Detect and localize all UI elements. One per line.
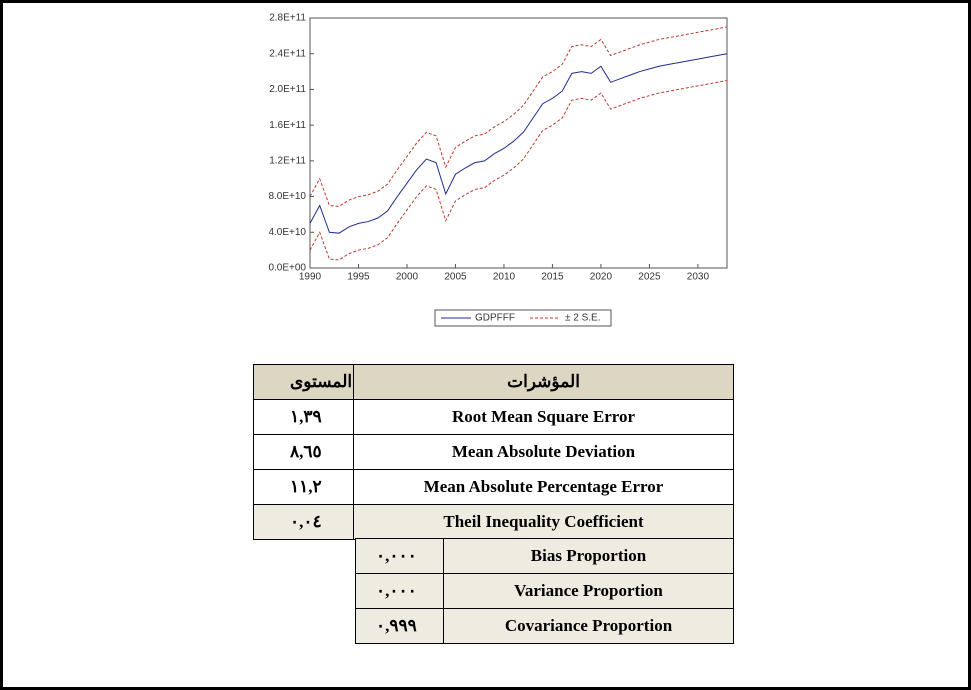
lower-band [309, 80, 728, 261]
x-tick-label: 2030 [687, 272, 710, 283]
y-tick-label: 1.2E+11 [269, 155, 306, 166]
row: ٨,٦٥ Mean Absolute Deviation [253, 434, 734, 470]
header-cell: المستوى [253, 364, 354, 400]
x-tick-label: 2000 [396, 272, 419, 283]
row: ١,٣٩ Root Mean Square Error [253, 399, 734, 435]
label-cell: Bias Proportion [443, 538, 734, 574]
upper-band [309, 26, 728, 207]
y-tick-label: 8.0E+10 [268, 191, 306, 202]
y-tick-label: 2.4E+11 [269, 48, 306, 59]
value-cell: ٠,٠٠٠ [355, 573, 444, 609]
y-tick-label: 2.0E+11 [269, 84, 306, 95]
value-cell: ١,٣٩ [253, 399, 354, 435]
y-tick-label: 1.6E+11 [269, 120, 306, 131]
metrics-table: المستوى المؤشرات ١,٣٩ Root Mean Square Er… [253, 364, 734, 540]
label-cell: Theil Inequality Coefficient [353, 504, 734, 540]
label-cell: Variance Proportion [443, 573, 734, 609]
legend-label: ± 2 S.E. [565, 313, 601, 324]
plot-frame [309, 17, 728, 269]
value-cell: ٨,٦٥ [253, 434, 354, 470]
y-tick-label: 2.8E+11 [269, 13, 306, 24]
row: ٠,٠٠٠ Variance Proportion [355, 573, 734, 609]
header-cell: المؤشرات [353, 364, 734, 400]
value-cell: ٠,٩٩٩ [355, 608, 444, 644]
value-cell: ١١,٢ [253, 469, 354, 505]
x-tick-label: 2005 [444, 272, 467, 283]
label-cell: Root Mean Square Error [353, 399, 734, 435]
label-cell: Mean Absolute Percentage Error [353, 469, 734, 505]
row: ١١,٢ Mean Absolute Percentage Error [253, 469, 734, 505]
header-row: المستوى المؤشرات [253, 364, 734, 400]
sub-table: ٠,٠٠٠ Bias Proportion ٠,٠٠٠ Variance Propo… [355, 538, 734, 644]
label-cell: Mean Absolute Deviation [353, 434, 734, 470]
value-cell: ٠,٠٠٠ [355, 538, 444, 574]
label-cell: Covariance Proportion [443, 608, 734, 644]
x-tick-label: 2020 [590, 272, 613, 283]
x-tick-label: 1990 [299, 272, 322, 283]
row: ٠,٩٩٩ Covariance Proportion [355, 608, 734, 644]
y-tick-label: 4.0E+10 [268, 227, 306, 238]
row: ٠,٠٤ Theil Inequality Coefficient [253, 504, 734, 540]
x-tick-label: 2025 [638, 272, 661, 283]
row: ٠,٠٠٠ Bias Proportion [355, 538, 734, 574]
legend-box [434, 309, 612, 327]
x-tick-label: 1995 [347, 272, 370, 283]
y-tick-label: 0.0E+00 [268, 263, 306, 274]
value-cell: ٠,٠٤ [253, 504, 354, 540]
x-tick-label: 2010 [493, 272, 516, 283]
legend-label: GDPFFF [475, 313, 515, 324]
x-tick-label: 2015 [541, 272, 564, 283]
line [309, 53, 728, 234]
